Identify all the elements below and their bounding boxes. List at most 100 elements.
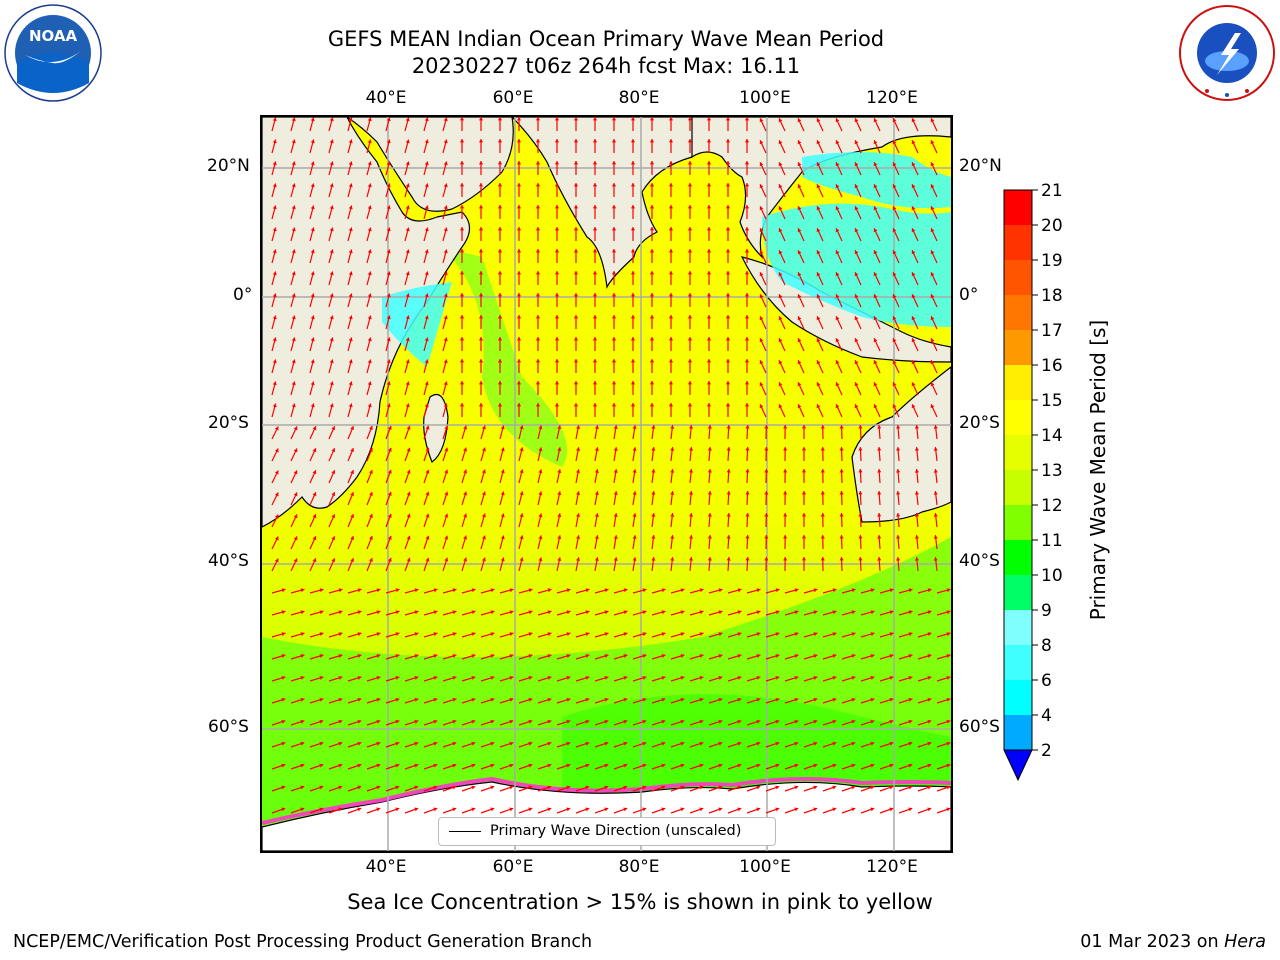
wave-arrow-head <box>813 763 818 768</box>
wave-arrow-head <box>668 139 674 143</box>
wave-arrow-head <box>707 469 712 473</box>
wave-arrow-head <box>554 359 560 363</box>
wave-arrow-head <box>778 206 783 211</box>
wave-arrow-head <box>642 807 647 812</box>
wave-arrow-head <box>557 535 562 540</box>
wave-arrow-head <box>319 588 324 593</box>
wave-arrow-head <box>338 697 343 702</box>
wave-arrow-head <box>759 382 764 387</box>
wave-arrow-head <box>414 741 419 746</box>
wave-arrow-head <box>357 785 362 790</box>
wave-arrow-head <box>649 293 655 297</box>
wave-arrow-head <box>281 676 286 680</box>
wave-arrow-head <box>312 558 317 563</box>
wave-arrow-head <box>873 382 878 387</box>
wave-arrow-head <box>851 654 856 658</box>
wave-arrow-head <box>851 763 856 768</box>
wave-arrow-head <box>481 425 486 430</box>
wave-arrow-head <box>350 426 354 430</box>
wave-arrow-head <box>310 249 315 254</box>
wave-arrow-head <box>272 183 277 188</box>
wave-arrow-head <box>778 316 783 321</box>
wave-arrow-head <box>376 719 381 724</box>
wave-arrow-head <box>535 227 541 231</box>
wave-arrow-head <box>877 425 882 429</box>
wave-arrow-head <box>873 272 878 277</box>
wave-arrow-head <box>490 807 495 812</box>
wave-arrow-head <box>406 535 411 540</box>
wave-arrow-head <box>927 588 932 593</box>
wave-arrow-head <box>348 293 353 298</box>
wave-arrow-head <box>813 654 818 658</box>
wave-arrow-head <box>832 676 837 680</box>
wave-arrow-head <box>873 162 878 167</box>
wave-arrow-head <box>350 448 354 452</box>
wave-arrow-head <box>946 807 951 812</box>
wave-arrow-head <box>889 697 894 702</box>
wave-arrow-head <box>927 697 932 702</box>
wave-arrow-head <box>718 807 723 812</box>
wave-arrow-head <box>839 557 844 561</box>
wave-arrow-head <box>329 161 334 166</box>
wave-arrow-head <box>497 403 503 407</box>
wave-arrow-head <box>367 337 372 342</box>
wave-arrow-head <box>594 425 599 429</box>
wave-arrow-head <box>908 785 913 790</box>
wave-arrow-head <box>744 315 750 319</box>
wave-arrow-head <box>832 785 837 790</box>
wave-arrow-head <box>478 161 484 165</box>
wave-arrow-head <box>424 359 429 364</box>
wave-arrow-head <box>877 447 882 451</box>
lon-label-top-120e: 120°E <box>866 88 918 108</box>
colorbar-band <box>1004 715 1032 751</box>
wave-arrow-head <box>369 514 373 518</box>
wave-arrow-head <box>490 588 495 593</box>
wave-arrow-head <box>877 469 882 473</box>
wave-arrow-head <box>745 535 750 539</box>
wave-arrow-head <box>554 205 560 209</box>
wave-arrow-head <box>463 469 468 474</box>
colorbar-tick-label: 13 <box>1041 461 1063 481</box>
wave-arrow-head <box>611 381 617 385</box>
wave-arrow-head <box>281 610 286 615</box>
wave-arrow-head <box>424 337 429 342</box>
colorbar-tick-label: 6 <box>1041 671 1052 691</box>
wave-arrow-head <box>649 337 655 341</box>
wave-arrow-head <box>649 161 655 165</box>
wave-arrow-head <box>927 632 932 637</box>
wave-arrow-head <box>778 382 783 387</box>
wave-arrow-head <box>500 535 505 540</box>
wave-arrow-head <box>744 381 750 385</box>
wave-arrow-head <box>594 491 599 495</box>
wave-arrow-head <box>759 316 764 321</box>
wave-arrow-head <box>858 425 863 429</box>
wave-arrow-head <box>478 227 484 231</box>
wave-arrow-head <box>481 513 486 518</box>
wave-arrow-head <box>744 271 750 275</box>
wave-arrow-head <box>642 785 647 790</box>
wave-arrow-head <box>424 117 429 122</box>
wave-arrow-head <box>535 139 541 143</box>
wave-arrow-head <box>387 535 392 540</box>
wave-arrow-head <box>272 271 277 276</box>
wave-arrow-head <box>369 558 373 562</box>
wave-arrow-head <box>661 697 666 702</box>
wave-arrow-head <box>274 536 279 541</box>
wave-arrow-head <box>310 205 315 210</box>
wave-arrow-head <box>933 535 938 539</box>
wave-arrow-head <box>281 632 286 637</box>
wave-arrow-head <box>573 205 579 209</box>
wave-arrow-head <box>424 249 429 254</box>
wave-arrow-head <box>914 425 919 429</box>
wave-arrow-head <box>554 161 560 165</box>
wave-arrow-head <box>832 588 837 593</box>
wave-arrow-head <box>310 403 315 408</box>
wave-arrow-head <box>452 719 457 724</box>
wave-arrow-head <box>547 610 552 615</box>
wave-arrow-head <box>801 491 806 495</box>
wave-arrow-head <box>443 315 448 320</box>
wave-arrow-head <box>854 162 859 167</box>
wave-arrow-head <box>478 139 484 143</box>
wave-arrow-head <box>557 513 562 518</box>
wave-period-map <box>262 117 951 851</box>
